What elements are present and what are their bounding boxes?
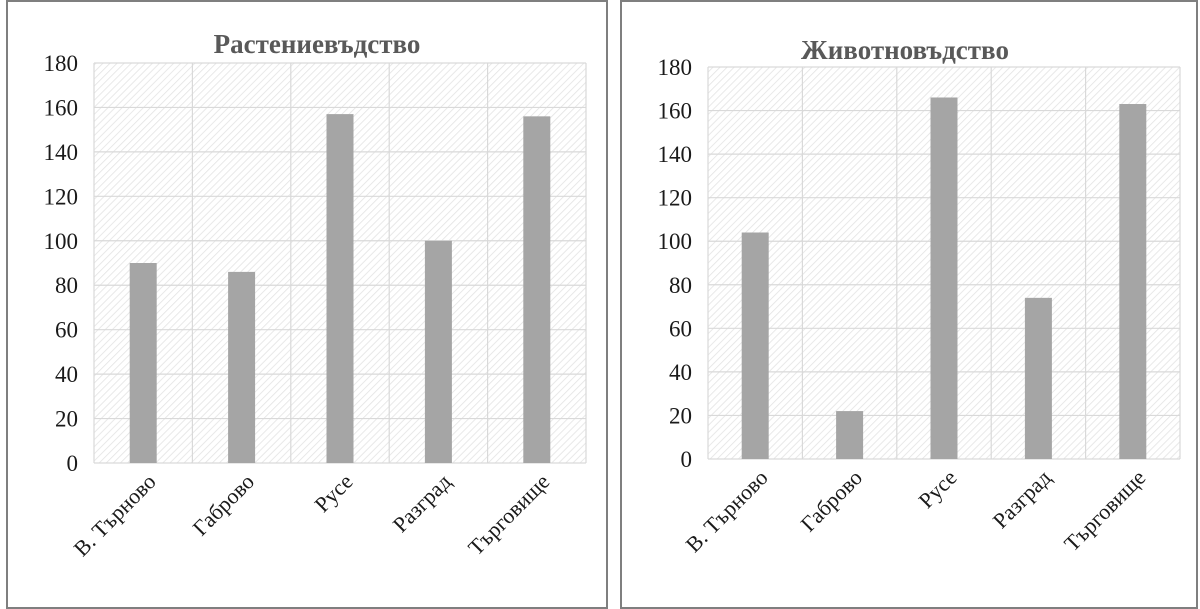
y-tick-label: 40 — [669, 360, 692, 385]
y-tick-label: 60 — [55, 318, 78, 343]
y-tick-label: 180 — [658, 55, 693, 80]
bar-3 — [930, 97, 958, 459]
y-tick-label: 180 — [44, 51, 79, 76]
bar-2 — [836, 411, 864, 459]
y-tick-label: 160 — [44, 95, 79, 120]
bar-2 — [228, 271, 256, 463]
y-tick-label: 140 — [44, 140, 79, 165]
y-tick-label: 80 — [55, 273, 78, 298]
x-category-label: Разград — [388, 469, 456, 537]
x-category-label: Габрово — [795, 465, 867, 537]
y-tick-label: 20 — [55, 407, 78, 432]
chart-panel-plant-growing: Растениевъдство 0 20 40 60 80 100 120 140 160 180 В… — [6, 0, 608, 609]
bar-chart-svg: Растениевъдство 0 20 40 60 80 100 120 140 160 180 В… — [44, 29, 587, 561]
chart-title: Животновъдство — [801, 35, 1009, 65]
x-category-label: В. Търново — [680, 465, 772, 557]
y-tick-label: 0 — [681, 447, 693, 472]
y-tick-label: 120 — [658, 186, 693, 211]
x-category-label: Разград — [988, 465, 1056, 533]
y-tick-label: 160 — [658, 99, 693, 124]
x-category-label: Габрово — [187, 469, 259, 541]
x-category-label: Търговище — [463, 469, 554, 560]
y-tick-label: 100 — [44, 229, 79, 254]
bar-chart-svg: Животновъдство 0 20 40 60 80 100 120 140 160 180 В.… — [658, 35, 1181, 557]
y-tick-label: 140 — [658, 142, 693, 167]
y-tick-label: 40 — [55, 362, 78, 387]
bar-1 — [741, 232, 769, 459]
chart-panel-livestock: Животновъдство 0 20 40 60 80 100 120 140 160 180 В.… — [620, 0, 1198, 609]
y-tick-label: 0 — [67, 451, 79, 476]
bar-4 — [424, 240, 452, 463]
bar-4 — [1024, 297, 1052, 459]
x-category-label: Русе — [309, 469, 357, 517]
y-tick-label: 60 — [669, 316, 692, 341]
chart-title: Растениевъдство — [214, 29, 421, 59]
x-category-label: Русе — [913, 465, 961, 513]
y-tick-label: 100 — [658, 229, 693, 254]
x-category-label: Търговище — [1059, 465, 1150, 556]
y-tick-label: 120 — [44, 184, 79, 209]
bar-5 — [523, 116, 551, 463]
y-tick-label: 80 — [669, 273, 692, 298]
x-category-label: В. Търново — [68, 469, 160, 561]
bar-3 — [326, 114, 354, 463]
y-tick-label: 20 — [669, 403, 692, 428]
bar-1 — [129, 263, 157, 463]
bar-5 — [1119, 104, 1147, 460]
